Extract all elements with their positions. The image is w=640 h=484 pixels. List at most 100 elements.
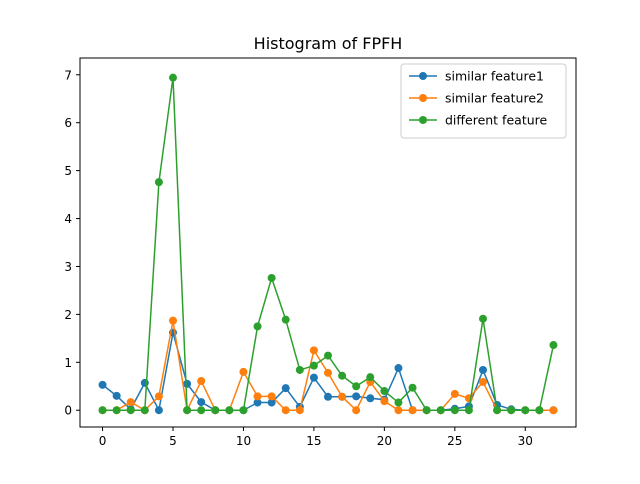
- data-point: [239, 406, 248, 415]
- data-point: [239, 367, 248, 376]
- data-point: [295, 406, 304, 415]
- data-point: [126, 406, 135, 415]
- x-tick-label: 30: [518, 434, 533, 448]
- legend-item: similar feature1: [409, 69, 544, 84]
- data-point: [549, 341, 558, 350]
- y-tick-label: 4: [64, 212, 72, 226]
- y-tick-label: 6: [64, 116, 72, 130]
- x-tick-label: 0: [99, 434, 107, 448]
- data-point: [197, 406, 206, 415]
- data-point: [422, 406, 431, 415]
- data-point: [309, 373, 318, 382]
- y-tick-label: 0: [64, 404, 72, 418]
- data-point: [154, 392, 163, 401]
- data-point: [408, 406, 417, 415]
- data-point: [154, 406, 163, 415]
- data-point: [521, 406, 530, 415]
- data-point: [267, 392, 276, 401]
- x-axis: 0 5 10 15 20 25 30: [99, 427, 533, 448]
- legend-item: different feature: [409, 113, 548, 128]
- data-point: [309, 346, 318, 355]
- data-point: [154, 178, 163, 187]
- y-tick-label: 3: [64, 260, 72, 274]
- data-point: [366, 373, 375, 382]
- y-tick-label: 2: [64, 308, 72, 322]
- data-point: [479, 377, 487, 386]
- data-point: [450, 389, 459, 398]
- data-point: [436, 406, 445, 415]
- data-point: [338, 392, 347, 401]
- data-point: [394, 406, 403, 415]
- data-point: [140, 406, 149, 415]
- data-point: [140, 378, 149, 387]
- x-tick-label: 15: [306, 434, 321, 448]
- data-point: [295, 365, 304, 374]
- x-tick-label: 10: [236, 434, 251, 448]
- x-tick-label: 5: [169, 434, 177, 448]
- data-point: [493, 406, 502, 415]
- data-point: [324, 392, 332, 401]
- data-point: [380, 397, 389, 406]
- data-point: [338, 371, 347, 380]
- data-point: [281, 315, 290, 324]
- data-point: [464, 406, 473, 415]
- data-point: [450, 406, 459, 415]
- data-point: [394, 364, 403, 373]
- data-point: [112, 406, 121, 415]
- legend-label: similar feature1: [445, 69, 544, 84]
- data-point: [408, 383, 417, 392]
- y-tick-label: 1: [64, 356, 72, 370]
- series-3: [98, 73, 558, 415]
- data-point: [112, 391, 121, 400]
- legend-box: [400, 63, 567, 139]
- legend-label: similar feature2: [445, 91, 544, 106]
- data-point: [253, 322, 262, 331]
- data-point: [197, 376, 206, 385]
- data-point: [98, 406, 107, 415]
- legend-label: different feature: [445, 113, 548, 128]
- data-point: [507, 406, 516, 415]
- data-point: [324, 368, 332, 377]
- data-point: [169, 73, 177, 82]
- data-point: [253, 398, 262, 407]
- x-tick-label: 25: [447, 434, 462, 448]
- data-point: [126, 398, 135, 407]
- data-point: [352, 382, 361, 391]
- data-point: [253, 392, 262, 401]
- y-axis: 0 1 2 3 4 5 6 7: [64, 68, 80, 418]
- data-point: [183, 406, 192, 415]
- data-point: [479, 365, 487, 374]
- data-point: [535, 406, 544, 415]
- data-point: [183, 379, 192, 388]
- chart-title: Histogram of FPFH: [254, 34, 403, 53]
- data-point: [549, 406, 558, 415]
- data-point: [394, 398, 403, 407]
- y-tick-label: 5: [64, 164, 72, 178]
- data-point: [281, 406, 290, 415]
- data-point: [366, 394, 375, 403]
- plot-frame: [79, 57, 577, 428]
- data-point: [479, 314, 487, 323]
- data-point: [225, 406, 234, 415]
- data-point: [352, 406, 361, 415]
- series-layer: [98, 73, 558, 415]
- data-point: [324, 351, 332, 360]
- x-tick-label: 20: [377, 434, 392, 448]
- y-tick-label: 7: [64, 68, 72, 82]
- legend-marker: [419, 72, 427, 80]
- data-point: [309, 361, 318, 370]
- legend-marker: [419, 94, 427, 102]
- data-point: [380, 387, 389, 396]
- data-point: [281, 384, 290, 393]
- data-point: [211, 406, 220, 415]
- data-point: [98, 380, 107, 389]
- data-point: [352, 392, 361, 401]
- legend: similar feature1 similar feature2 differen…: [400, 63, 567, 139]
- data-point: [197, 398, 206, 407]
- data-point: [267, 273, 276, 282]
- data-point: [267, 398, 276, 407]
- legend-item: similar feature2: [409, 91, 544, 106]
- legend-marker: [419, 116, 427, 124]
